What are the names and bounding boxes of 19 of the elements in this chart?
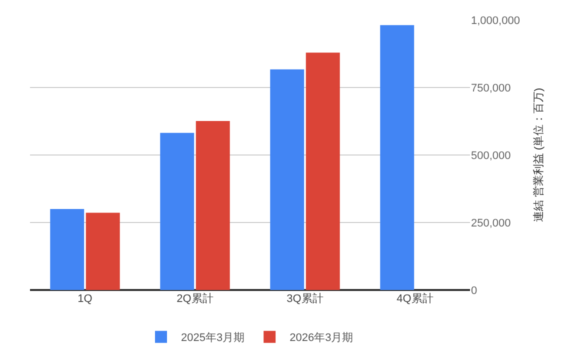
x-tick-label: 4Q累計 (396, 292, 434, 305)
x-tick-label: 3Q累計 (286, 292, 324, 305)
bar (270, 69, 304, 290)
x-tick-label: 1Q (78, 293, 93, 305)
y-tick-label: 1,000,000 (471, 14, 520, 27)
bar (196, 120, 230, 290)
y-axis-title: 連結 営業利益 (単位：百万) (532, 88, 546, 222)
bar (86, 212, 120, 290)
y-tick-label: 750,000 (471, 82, 511, 94)
bar (50, 209, 84, 290)
bar (380, 25, 414, 290)
bar (306, 52, 340, 290)
y-tick-label: 0 (471, 284, 478, 297)
legend-label: 2026年3月期 (290, 332, 354, 344)
x-tick-label: 2Q累計 (176, 292, 214, 305)
legend-label: 2025年3月期 (181, 332, 245, 344)
y-tick-label: 250,000 (471, 217, 511, 230)
y-tick-label: 500,000 (471, 150, 511, 162)
bar (160, 132, 194, 290)
